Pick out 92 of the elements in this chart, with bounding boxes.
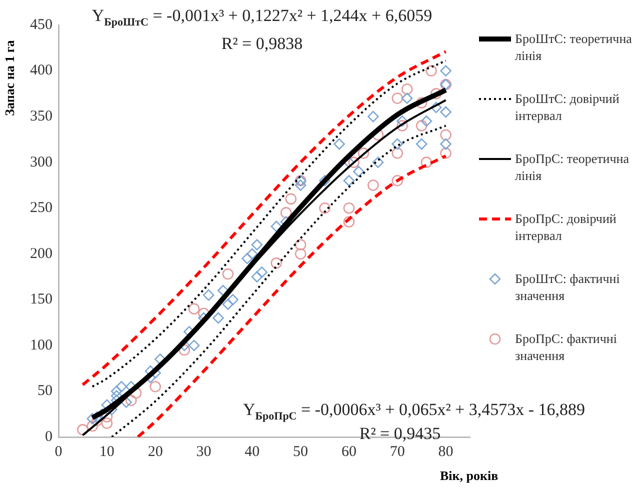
point	[348, 156, 360, 168]
point	[392, 92, 404, 104]
x-tick-label: 50	[293, 444, 308, 460]
point	[150, 380, 161, 392]
point	[101, 418, 113, 429]
point	[242, 252, 253, 264]
point	[222, 298, 234, 310]
point	[319, 174, 330, 186]
x-tick-label: 80	[438, 444, 454, 460]
point	[396, 115, 408, 127]
point	[334, 138, 345, 150]
y-tick-label: 100	[30, 337, 52, 354]
point	[343, 174, 355, 186]
x-tick-label: 60	[341, 444, 356, 460]
x-tick-label: 10	[99, 444, 114, 460]
point	[430, 102, 442, 114]
annotation: R² = 0,9838	[221, 34, 303, 54]
x-tick-label: 20	[148, 444, 163, 460]
point	[440, 106, 452, 118]
point	[440, 138, 452, 150]
annotation: Y$_{БроШтС}$ = -0,001x³ + 0,1227x² + 1,244x + 6,6059	[92, 6, 432, 28]
point	[440, 65, 452, 76]
point	[396, 120, 408, 132]
point	[188, 340, 200, 352]
x-tick-label: 70	[390, 444, 405, 460]
y-tick-label: 50	[38, 383, 52, 400]
legend-label: БроПрС: довірчий інтервал	[515, 210, 618, 244]
point	[426, 65, 437, 76]
point	[251, 239, 263, 250]
point	[440, 129, 452, 141]
point	[401, 83, 413, 95]
point	[110, 386, 122, 397]
point	[353, 166, 364, 178]
point	[110, 390, 122, 402]
legend-label: БроШтС: теоретична лінія	[515, 30, 633, 64]
legend-label: БроПрС: теоретична лінія	[515, 150, 630, 184]
point	[202, 289, 214, 301]
point	[430, 88, 442, 100]
y-tick-label: 300	[30, 154, 52, 170]
point	[358, 148, 370, 159]
legend-label: БроШтС: фактичні значення	[515, 270, 621, 304]
point	[285, 193, 297, 205]
x-tick-label: 0	[54, 444, 62, 460]
point	[401, 92, 413, 104]
point	[294, 248, 306, 260]
point	[294, 180, 306, 191]
point	[392, 138, 404, 150]
point	[368, 180, 379, 191]
point	[270, 257, 282, 269]
point	[416, 97, 428, 108]
point	[256, 266, 268, 278]
point	[251, 271, 263, 282]
point	[392, 174, 404, 186]
point	[319, 202, 330, 214]
x-tick-label: 40	[244, 444, 260, 460]
point	[125, 394, 137, 406]
point	[116, 380, 128, 392]
legend-label: БроПрС: фактичні значення	[515, 330, 618, 364]
y-axis-title: Запас на 1 га	[2, 39, 18, 118]
point	[416, 138, 428, 150]
x-axis-title: Вік, років	[440, 468, 498, 484]
point	[416, 120, 428, 132]
point	[77, 424, 88, 436]
y-tick-label: 150	[30, 292, 52, 308]
point	[246, 248, 258, 260]
y-tick-label: 450	[30, 16, 52, 33]
x-tick-label: 30	[196, 444, 212, 460]
point	[420, 115, 432, 127]
point	[372, 156, 384, 168]
point	[188, 303, 200, 314]
y-tick-label: 400	[30, 62, 52, 79]
point	[280, 207, 292, 218]
point	[368, 110, 379, 122]
point	[294, 239, 306, 250]
point	[227, 294, 238, 306]
annotation: R² = 0,9435	[359, 424, 441, 444]
point	[440, 148, 452, 159]
y-tick-label: 0	[45, 428, 52, 445]
point	[343, 202, 355, 214]
point	[270, 220, 282, 232]
legend-label: БроШтС: довірчий інтервал	[515, 90, 620, 124]
point	[343, 216, 355, 228]
y-tick-label: 250	[30, 200, 52, 216]
y-tick-label: 200	[30, 246, 52, 262]
annotation: Y$_{БроПрС}$ = -0,0006x³ + 0,065x² + 3,4573x - 16,889	[242, 400, 586, 422]
point	[222, 268, 234, 280]
point	[86, 420, 98, 432]
point	[392, 148, 404, 159]
point	[86, 413, 98, 424]
y-tick-label: 350	[30, 108, 52, 124]
point	[212, 312, 224, 324]
point	[420, 156, 432, 168]
